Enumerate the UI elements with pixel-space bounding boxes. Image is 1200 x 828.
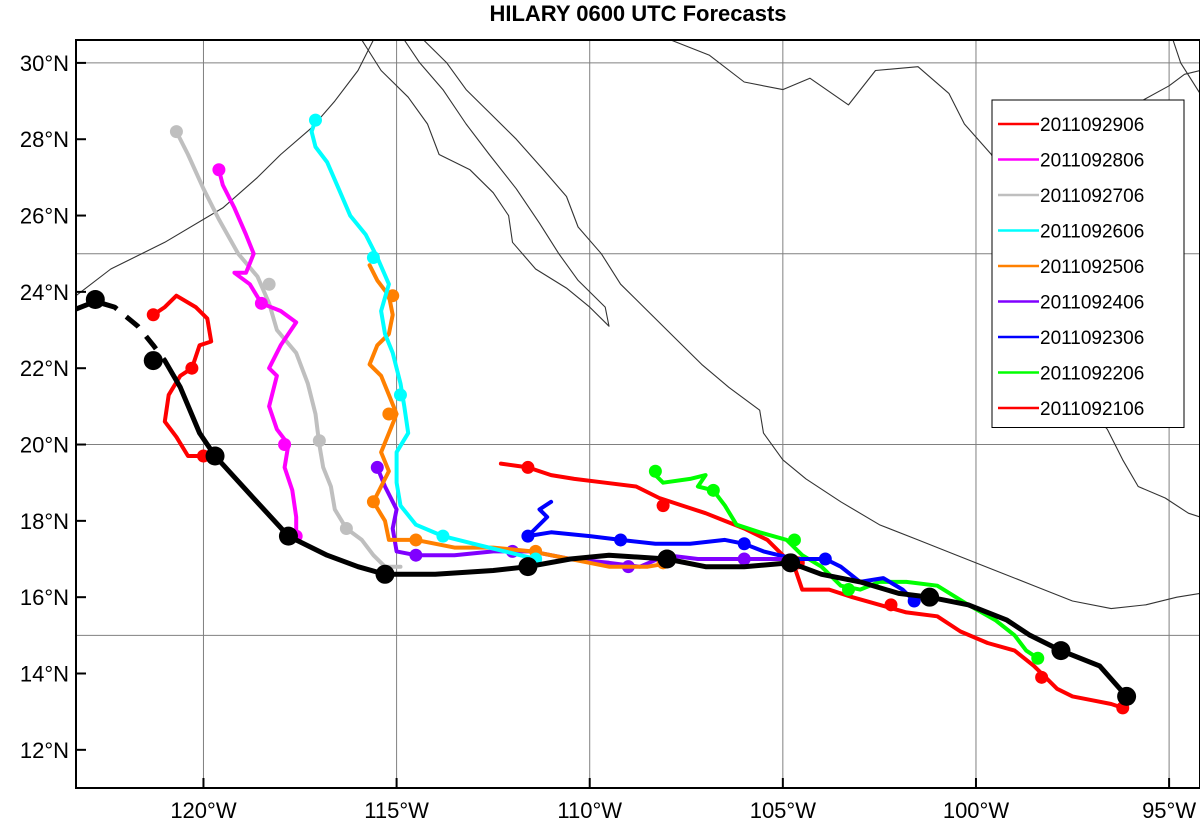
x-tick-label-3: 105°W [750,798,817,823]
legend-label-8: 2011092106 [1040,399,1144,420]
series-2011092506-point-1 [382,407,396,421]
series-2011092606-line [309,118,538,561]
x-tick-label-0: 120°W [170,798,237,823]
coastline-segment-6 [1172,40,1200,94]
x-tick-label-4: 100°W [943,798,1010,823]
y-tick-label-7: 26°N [20,204,69,229]
x-tick-label-2: 110°W [557,798,622,823]
series-2011092606-point-1 [366,251,380,265]
legend-label-3: 2011092606 [1040,222,1144,243]
series-2011092206-point-3 [842,583,856,597]
series-2011092306-point-3 [818,552,832,566]
series-2011092806-point-0 [212,163,226,177]
series-2011092606 [308,113,543,566]
series-best-track-point-0 [85,290,105,310]
coastline-segment-1 [423,40,1200,610]
legend-label-5: 2011092406 [1040,293,1144,314]
y-tick-label-6: 24°N [20,280,69,305]
coastline-segment-2 [361,40,610,327]
series-2011092606-point-2 [393,388,407,402]
legend-label-7: 2011092206 [1040,364,1144,385]
series-2011092406-point-0 [370,460,384,474]
plot-frame [75,39,1200,789]
series-2011092806-point-1 [254,296,268,310]
series-2011092706-point-2 [312,434,326,448]
x-tick-label-1: 115°W [364,798,429,823]
series-best-track-point-10 [1117,686,1137,706]
series-2011092806-point-2 [278,438,292,452]
series-2011092106-point-4 [1035,670,1049,684]
y-tick-label-2: 16°N [20,585,69,610]
y-tick-label-3: 18°N [20,509,69,534]
series-2011092406-line [375,465,793,569]
series-2011092506-point-3 [409,533,423,547]
series-2011092906-point-1 [185,361,199,375]
series-2011092806-line [216,167,299,539]
series-best-track-line [162,358,1130,699]
series-best-track-point-1 [143,351,163,371]
series-2011092206-point-0 [648,464,662,478]
series-best-track-dashed-line [76,298,167,363]
series-2011092606-point-0 [308,113,322,127]
series-best-track-point-2 [205,446,225,466]
series-2011092706-point-0 [169,125,183,139]
series-2011092206-point-1 [706,483,720,497]
series-best-track-point-5 [518,557,538,577]
series-2011092706-point-3 [339,521,353,535]
series-2011092106-point-0 [521,460,535,474]
series-2011092306-point-1 [614,533,628,547]
series-2011092206-point-2 [787,533,801,547]
series-best-track-point-3 [278,526,298,546]
legend-label-1: 2011092806 [1040,151,1144,172]
forecast-tracks [76,113,1137,715]
x-tick-label-5: 95°W [1142,798,1196,823]
series-2011092406-point-4 [737,552,751,566]
coastline-segment-0 [76,40,374,297]
y-tick-label-8: 28°N [20,127,69,152]
y-tick-label-4: 20°N [20,433,69,458]
series-best-track-point-9 [1051,641,1071,661]
series-2011092106-point-3 [884,598,898,612]
series-2011092606-point-3 [436,529,450,543]
series-2011092506 [366,263,673,570]
series-2011092906-line [151,293,214,458]
legend-label-0: 2011092906 [1040,115,1144,136]
y-tick-label-5: 22°N [20,356,69,381]
series-2011092106-line [498,461,1125,710]
legend: 2011092906 2011092806 2011092706 2011092606… [991,99,1185,428]
legend-label-6: 2011092306 [1040,328,1144,349]
series-2011092506-point-2 [366,495,380,509]
series-best-track-point-4 [375,564,395,584]
series-best-track-point-7 [781,553,801,573]
series-best-track [76,290,1137,706]
y-tick-label-1: 14°N [20,662,69,687]
series-2011092906-point-0 [146,308,160,322]
series-2011092406-point-1 [409,548,423,562]
series-best-track-point-8 [920,587,940,607]
series-2011092206-point-4 [1031,651,1045,665]
series-2011092106-point-1 [656,499,670,513]
series-2011092706 [169,125,403,569]
series-2011092306-line [525,499,917,603]
series-2011092806 [212,163,303,543]
axis-ticks: 120°W 115°W 110°W 105°W 100°W 95°W 12°N 14°N 16°… [20,51,1197,823]
series-2011092506-point-0 [386,289,400,303]
series-2011092706-line [174,129,403,569]
legend-label-2: 2011092706 [1040,186,1144,207]
series-best-track-point-6 [657,549,677,569]
y-tick-label-9: 30°N [20,51,69,76]
series-2011092706-point-1 [262,277,276,291]
series-2011092906 [146,293,214,463]
series-2011092306-point-0 [521,529,535,543]
legend-label-4: 2011092506 [1040,257,1144,278]
chart-title: HILARY 0600 UTC Forecasts [489,1,786,26]
series-2011092306-point-2 [737,537,751,551]
y-tick-label-0: 12°N [20,738,69,763]
series-2011092106 [498,460,1130,715]
